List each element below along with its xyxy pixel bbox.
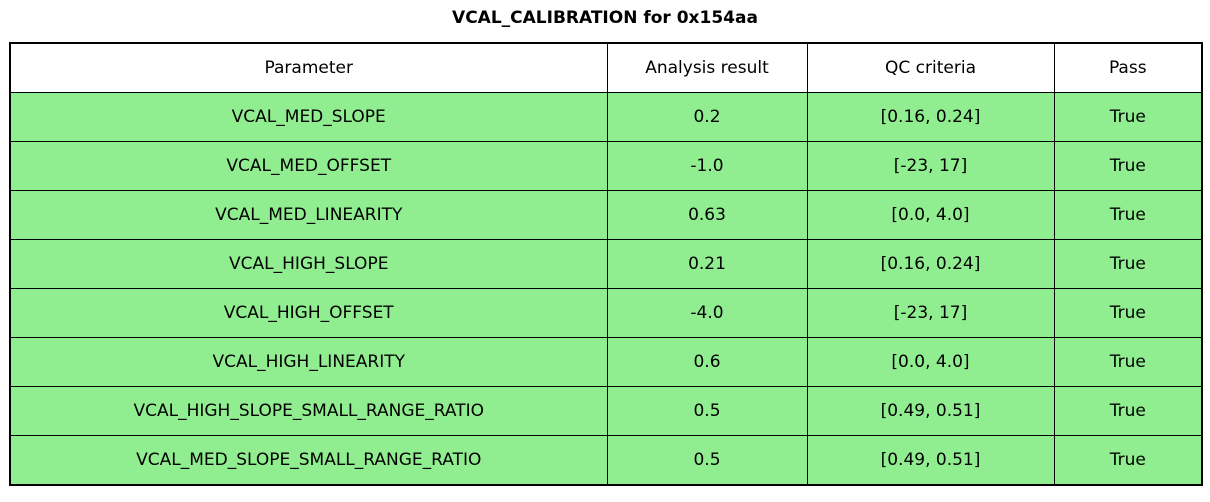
cell-analysis-result: 0.21 xyxy=(606,239,808,289)
figure-title: VCAL_CALIBRATION for 0x154aa xyxy=(452,8,758,28)
table-header-row: Parameter Analysis result QC criteria Pa… xyxy=(9,42,1203,93)
cell-parameter: VCAL_MED_SLOPE xyxy=(9,92,608,142)
cell-pass: True xyxy=(1053,92,1203,142)
cell-analysis-result: 0.5 xyxy=(606,435,808,486)
cell-pass: True xyxy=(1053,386,1203,436)
cell-qc-criteria: [0.16, 0.24] xyxy=(806,239,1055,289)
cell-analysis-result: -1.0 xyxy=(606,141,808,191)
qc-table: Parameter Analysis result QC criteria Pa… xyxy=(9,42,1203,486)
table-row: VCAL_HIGH_SLOPE 0.21 [0.16, 0.24] True xyxy=(9,239,1203,289)
cell-parameter: VCAL_HIGH_SLOPE_SMALL_RANGE_RATIO xyxy=(9,386,608,436)
column-header-analysis-result: Analysis result xyxy=(606,42,808,93)
table-row: VCAL_HIGH_LINEARITY 0.6 [0.0, 4.0] True xyxy=(9,337,1203,387)
cell-pass: True xyxy=(1053,435,1203,486)
cell-pass: True xyxy=(1053,239,1203,289)
cell-qc-criteria: [0.0, 4.0] xyxy=(806,337,1055,387)
cell-qc-criteria: [0.0, 4.0] xyxy=(806,190,1055,240)
cell-analysis-result: -4.0 xyxy=(606,288,808,338)
column-header-parameter: Parameter xyxy=(9,42,608,93)
table-row: VCAL_HIGH_OFFSET -4.0 [-23, 17] True xyxy=(9,288,1203,338)
table-row: VCAL_MED_LINEARITY 0.63 [0.0, 4.0] True xyxy=(9,190,1203,240)
cell-qc-criteria: [0.49, 0.51] xyxy=(806,386,1055,436)
cell-qc-criteria: [0.16, 0.24] xyxy=(806,92,1055,142)
cell-pass: True xyxy=(1053,190,1203,240)
cell-parameter: VCAL_MED_OFFSET xyxy=(9,141,608,191)
cell-qc-criteria: [0.49, 0.51] xyxy=(806,435,1055,486)
table-row: VCAL_MED_SLOPE_SMALL_RANGE_RATIO 0.5 [0.… xyxy=(9,435,1203,486)
table-row: VCAL_MED_SLOPE 0.2 [0.16, 0.24] True xyxy=(9,92,1203,142)
cell-analysis-result: 0.5 xyxy=(606,386,808,436)
column-header-pass: Pass xyxy=(1053,42,1203,93)
cell-analysis-result: 0.2 xyxy=(606,92,808,142)
cell-parameter: VCAL_HIGH_OFFSET xyxy=(9,288,608,338)
cell-parameter: VCAL_MED_SLOPE_SMALL_RANGE_RATIO xyxy=(9,435,608,486)
cell-qc-criteria: [-23, 17] xyxy=(806,141,1055,191)
cell-analysis-result: 0.63 xyxy=(606,190,808,240)
cell-analysis-result: 0.6 xyxy=(606,337,808,387)
table-row: VCAL_HIGH_SLOPE_SMALL_RANGE_RATIO 0.5 [0… xyxy=(9,386,1203,436)
cell-parameter: VCAL_HIGH_LINEARITY xyxy=(9,337,608,387)
cell-parameter: VCAL_HIGH_SLOPE xyxy=(9,239,608,289)
table-row: VCAL_MED_OFFSET -1.0 [-23, 17] True xyxy=(9,141,1203,191)
cell-qc-criteria: [-23, 17] xyxy=(806,288,1055,338)
cell-pass: True xyxy=(1053,337,1203,387)
cell-pass: True xyxy=(1053,141,1203,191)
column-header-qc-criteria: QC criteria xyxy=(806,42,1055,93)
cell-parameter: VCAL_MED_LINEARITY xyxy=(9,190,608,240)
cell-pass: True xyxy=(1053,288,1203,338)
